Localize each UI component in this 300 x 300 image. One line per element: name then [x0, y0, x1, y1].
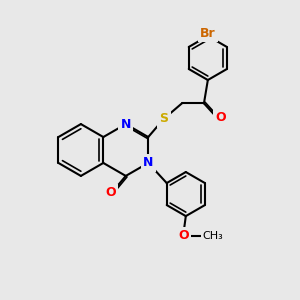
- Text: S: S: [159, 112, 168, 125]
- Text: O: O: [178, 229, 188, 242]
- Text: O: O: [215, 111, 226, 124]
- Text: N: N: [121, 118, 131, 130]
- Text: N: N: [143, 157, 153, 169]
- Text: CH₃: CH₃: [203, 230, 224, 241]
- Text: O: O: [105, 186, 116, 200]
- Text: Br: Br: [200, 27, 216, 40]
